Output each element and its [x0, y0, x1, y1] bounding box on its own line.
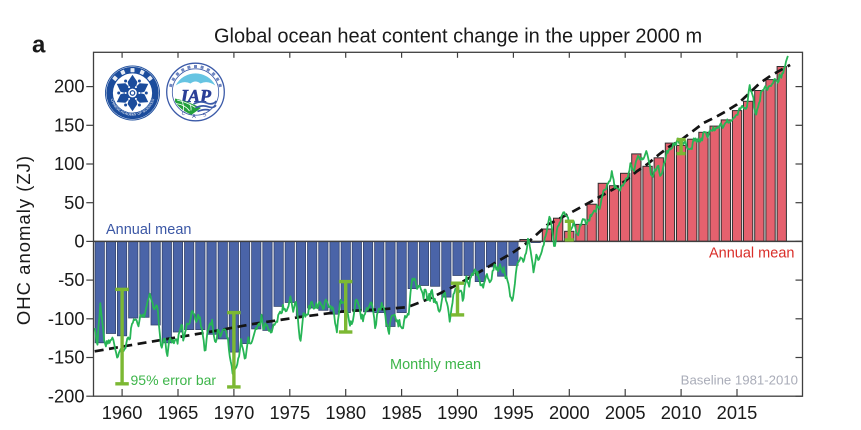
svg-text:Baseline 1981-2010: Baseline 1981-2010	[681, 373, 798, 388]
svg-text:1995: 1995	[493, 402, 534, 423]
svg-text:50: 50	[64, 192, 84, 213]
svg-text:Monthly mean: Monthly mean	[390, 357, 481, 373]
svg-text:-200: -200	[48, 385, 85, 406]
svg-text:2000: 2000	[549, 402, 590, 423]
svg-text:100: 100	[54, 153, 85, 174]
svg-text:Global ocean heat content chan: Global ocean heat content change in the …	[214, 25, 702, 47]
svg-text:a: a	[32, 32, 46, 59]
svg-text:-50: -50	[58, 269, 84, 290]
svg-text:C A S: C A S	[180, 110, 210, 120]
svg-text:IAP: IAP	[180, 86, 212, 106]
svg-text:2015: 2015	[717, 402, 758, 423]
svg-text:Annual mean: Annual mean	[709, 245, 794, 261]
svg-text:-100: -100	[48, 308, 85, 329]
svg-text:1965: 1965	[158, 402, 199, 423]
svg-text:1990: 1990	[437, 402, 478, 423]
svg-text:2010: 2010	[661, 402, 702, 423]
svg-text:Annual mean: Annual mean	[106, 222, 191, 238]
svg-text:0: 0	[74, 231, 84, 252]
svg-text:200: 200	[54, 76, 85, 97]
svg-text:1970: 1970	[214, 402, 255, 423]
svg-text:150: 150	[54, 114, 85, 135]
svg-text:1975: 1975	[269, 402, 310, 423]
svg-text:95% error bar: 95% error bar	[131, 372, 217, 388]
svg-text:1980: 1980	[325, 402, 366, 423]
svg-text:2005: 2005	[605, 402, 646, 423]
svg-text:1960: 1960	[102, 402, 143, 423]
svg-text:OHC anomaly (ZJ): OHC anomaly (ZJ)	[13, 155, 34, 325]
svg-text:1985: 1985	[381, 402, 422, 423]
svg-text:-150: -150	[48, 347, 85, 368]
